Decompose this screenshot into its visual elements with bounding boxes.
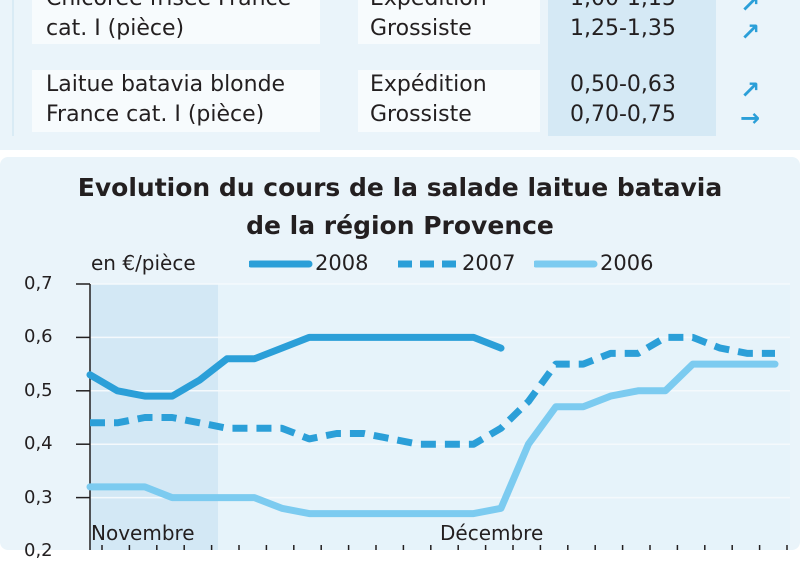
product-cell-chicoree: Chicorée frisée France cat. I (pièce) <box>32 0 320 44</box>
product-name-line: France cat. I (pièce) <box>46 102 265 127</box>
price-cell-chicoree: 1,00-1,15 1,25-1,35 <box>558 0 706 44</box>
legend-swatch-2006 <box>534 260 598 268</box>
y-tick-label: 0,7 <box>24 273 53 294</box>
stage-label: Expédition <box>370 72 487 97</box>
y-tick-label: 0,3 <box>24 487 53 508</box>
series-line-2008 <box>86 333 505 400</box>
stage-cell-laitue: Expédition Grossiste <box>358 70 540 132</box>
trend-up-icon: ↗ <box>740 76 761 104</box>
price-value: 1,25-1,35 <box>570 16 676 41</box>
trend-stable-icon: → <box>740 104 761 132</box>
series-line-2007 <box>90 333 775 448</box>
stage-label: Expédition <box>358 0 540 14</box>
stage-cell-chicoree: Expédition Grossiste <box>358 0 540 44</box>
y-tick-label: 0,6 <box>24 326 53 347</box>
price-cell-laitue: 0,50-0,63 0,70-0,75 <box>558 70 706 132</box>
price-table: Chicorée frisée France cat. I (pièce) Ex… <box>0 0 800 150</box>
product-name-line: Laitue batavia blonde <box>46 72 286 97</box>
highlight-band <box>90 284 218 550</box>
y-axis-unit-label: en €/pièce <box>91 251 196 275</box>
price-value: 0,70-0,75 <box>570 102 676 127</box>
y-tick-label: 0,5 <box>24 380 53 401</box>
table-rule <box>12 0 14 136</box>
month-label-decembre: Décembre <box>440 521 544 545</box>
chart-title-line1: Evolution du cours de la salade laitue b… <box>77 173 723 202</box>
legend-label-2007: 2007 <box>462 251 516 275</box>
price-column-background <box>548 0 716 136</box>
legend-label-2006: 2006 <box>600 251 654 275</box>
product-cell-laitue: Laitue batavia blonde France cat. I (piè… <box>32 70 320 132</box>
trend-up-icon: ↗ <box>740 0 761 18</box>
price-value: 0,50-0,63 <box>570 72 676 97</box>
legend-swatch-2007 <box>398 260 456 268</box>
trend-up-icon: ↗ <box>740 18 761 46</box>
month-label-novembre: Novembre <box>91 521 195 545</box>
price-value: 1,00-1,15 <box>558 0 706 14</box>
product-name-line: Chicorée frisée France <box>32 0 320 14</box>
stage-label: Grossiste <box>370 102 472 127</box>
stage-label: Grossiste <box>370 16 472 41</box>
chart-title-line2: de la région Provence <box>246 211 554 240</box>
product-name-line: cat. I (pièce) <box>46 16 185 41</box>
y-tick-label: 0,2 <box>24 540 53 561</box>
series-line-2006 <box>86 360 779 518</box>
y-tick-label: 0,4 <box>24 433 53 454</box>
legend-label-2008: 2008 <box>315 251 369 275</box>
legend-swatch-2008 <box>249 260 313 268</box>
